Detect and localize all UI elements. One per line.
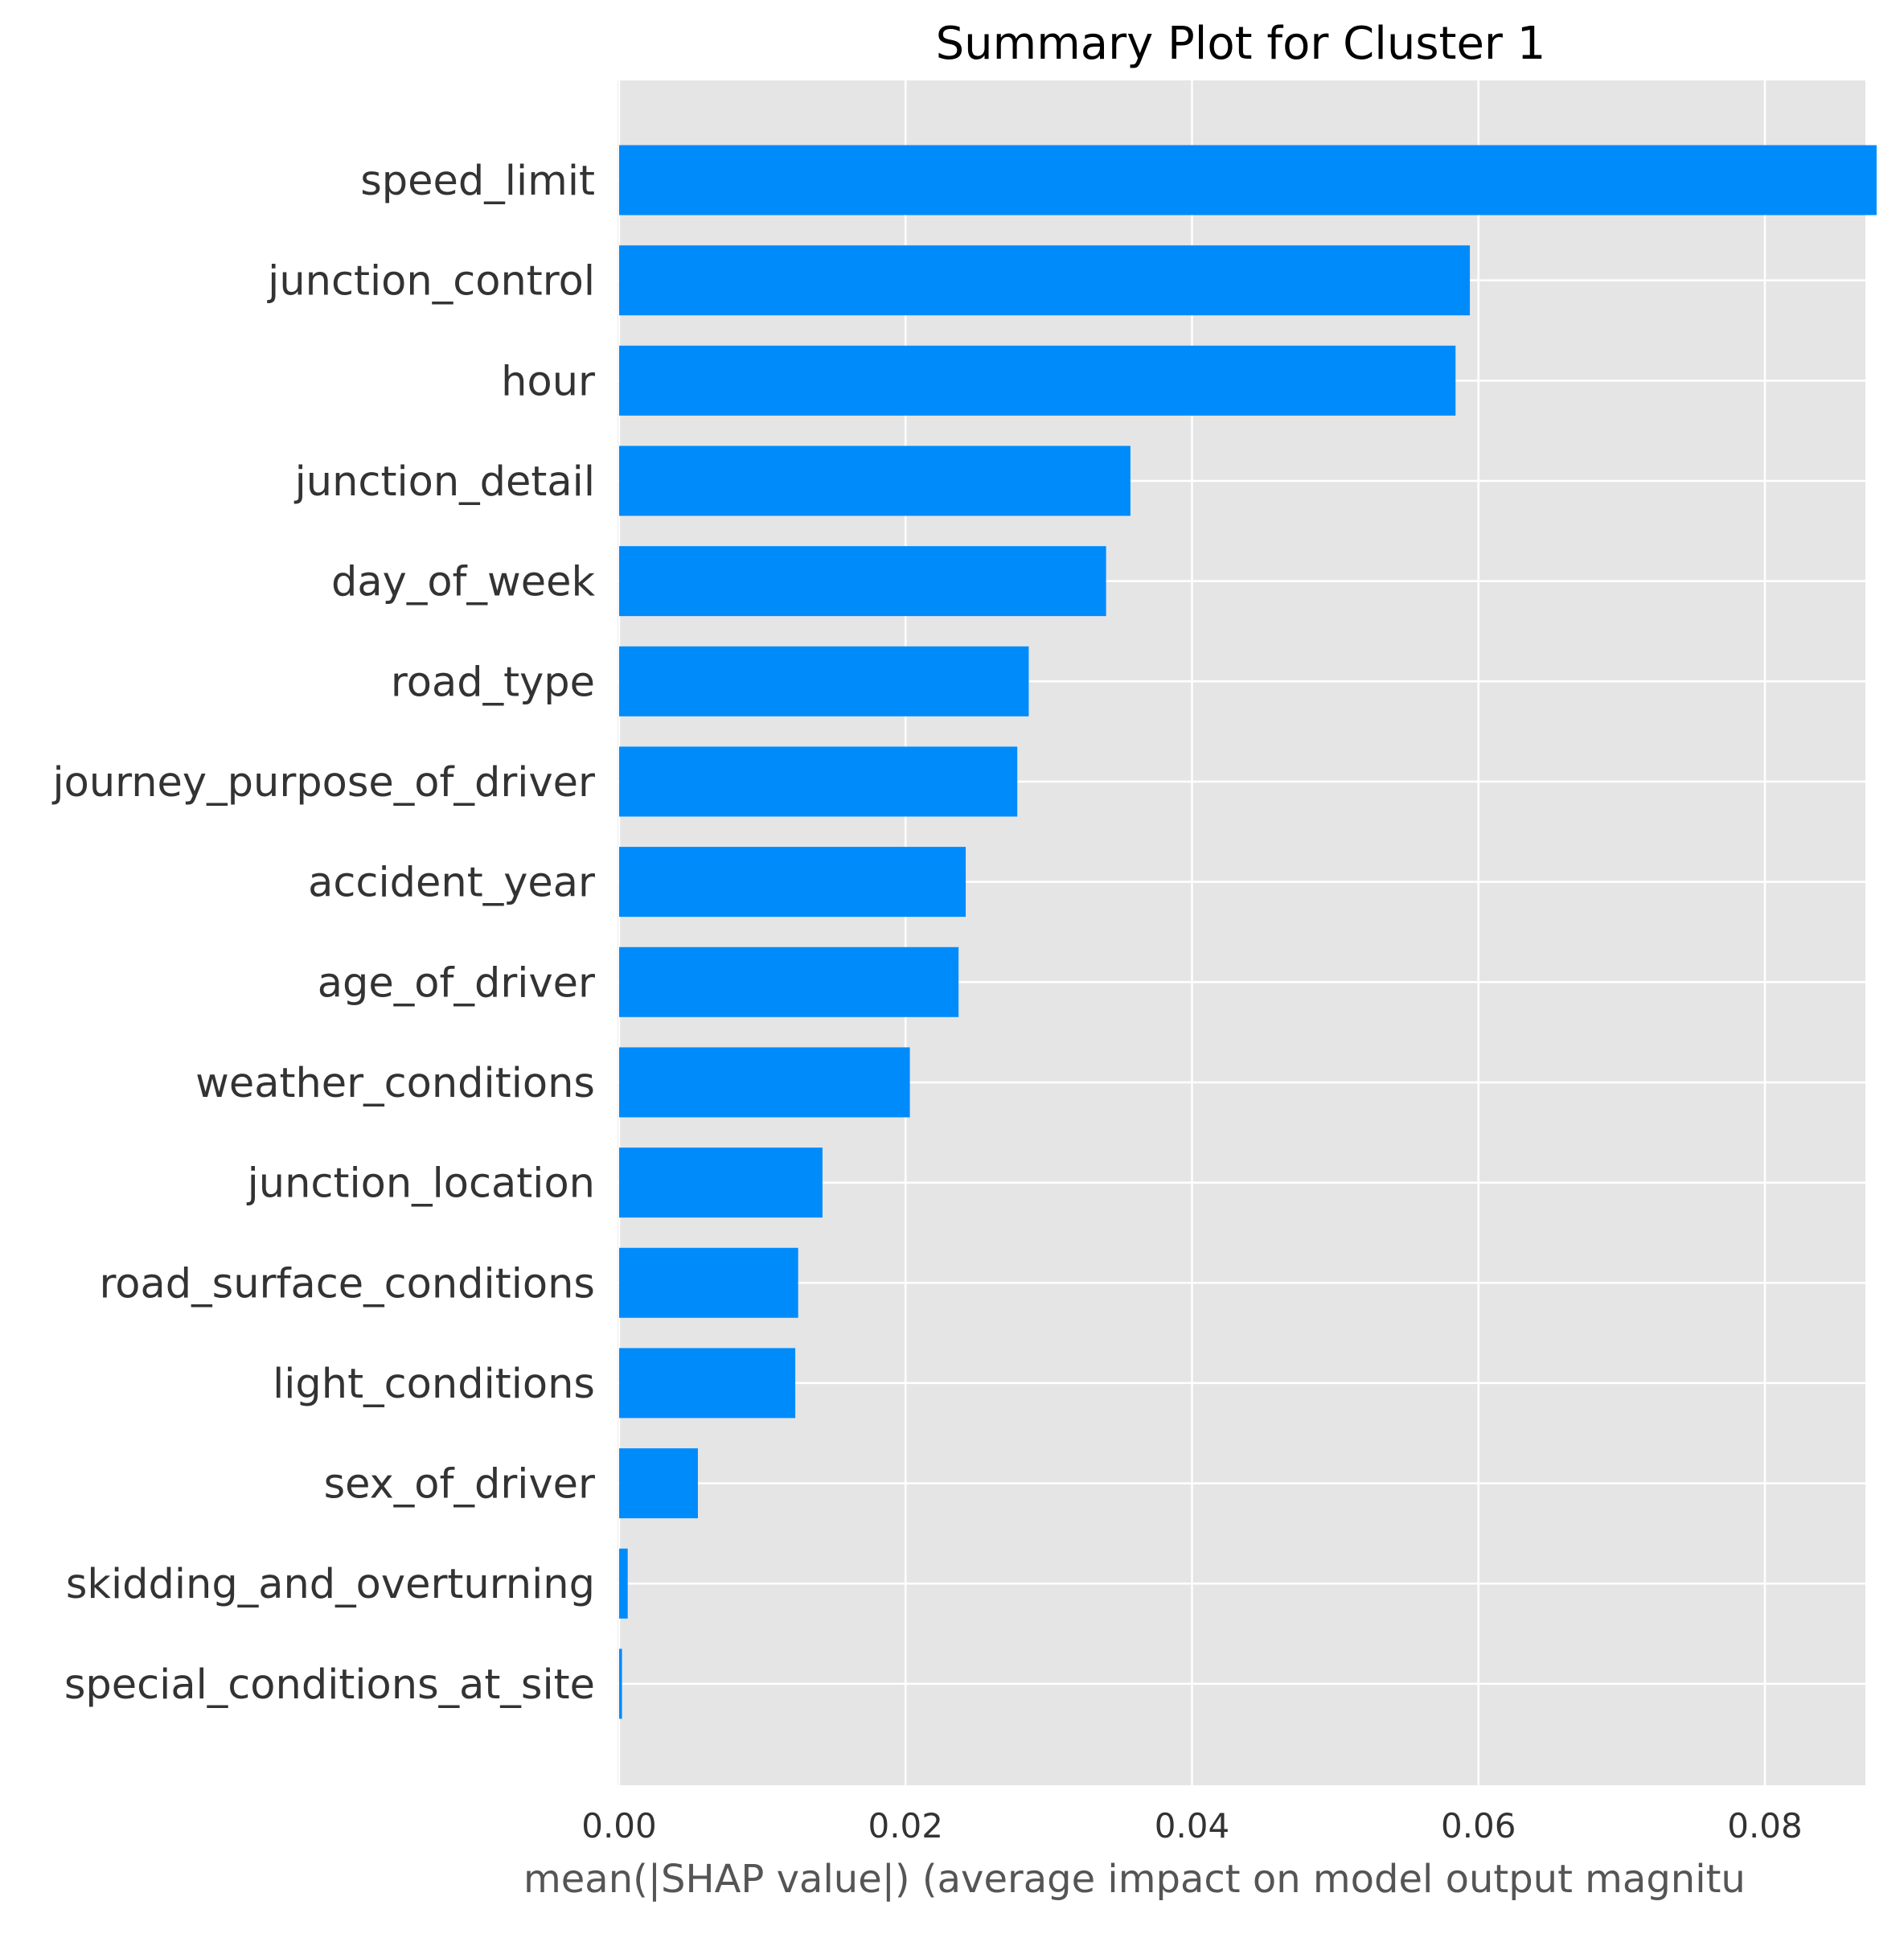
bar-road-type [619, 646, 1029, 716]
x-tick-label: 0.00 [581, 1806, 657, 1846]
bar-accident-year [619, 847, 966, 918]
bar-skidding-and-overturning [619, 1548, 628, 1619]
x-tick-label: 0.08 [1727, 1806, 1803, 1846]
bar-junction-detail [619, 445, 1130, 516]
x-tick-label: 0.02 [868, 1806, 943, 1846]
y-tick-label: junction_control [267, 258, 595, 306]
y-tick-label: hour [501, 358, 595, 405]
y-tick-label: light_conditions [273, 1361, 595, 1408]
y-tick-label: journey_purpose_of_driver [51, 759, 595, 807]
x-tick-labels: 0.00 0.02 0.04 0.06 0.08 [581, 1806, 1803, 1846]
bar-junction-control [619, 245, 1471, 316]
y-tick-label: road_surface_conditions [99, 1260, 595, 1308]
y-tick-label: age_of_driver [318, 959, 595, 1007]
y-tick-label: skidding_and_overturning [66, 1561, 595, 1608]
y-tick-label: road_type [391, 659, 595, 706]
y-tick-label: day_of_week [331, 559, 595, 606]
bar-road-surface-conditions [619, 1247, 798, 1318]
bar-light-conditions [619, 1348, 796, 1419]
bar-speed-limit [619, 145, 1877, 216]
y-tick-label: weather_conditions [195, 1060, 595, 1107]
y-tick-label: junction_location [247, 1160, 595, 1208]
plot-area-background [618, 80, 1865, 1785]
bar-sex-of-driver [619, 1448, 698, 1519]
x-tick-label: 0.04 [1155, 1806, 1230, 1846]
x-tick-label: 0.06 [1441, 1806, 1516, 1846]
bar-day-of-week [619, 546, 1106, 617]
y-tick-label: sex_of_driver [324, 1461, 595, 1509]
chart-title: Summary Plot for Cluster 1 [936, 18, 1546, 70]
y-tick-label: junction_detail [294, 458, 595, 506]
bar-junction-location [619, 1148, 823, 1218]
bar-special-conditions-at-site [619, 1649, 622, 1719]
x-axis-label: mean(|SHAP value|) (average impact on mo… [523, 1857, 1746, 1902]
y-tick-label: accident_year [308, 860, 595, 907]
y-tick-label: special_conditions_at_site [64, 1661, 595, 1709]
bar-weather-conditions [619, 1047, 910, 1118]
bar-age-of-driver [619, 946, 959, 1017]
bar-journey-purpose-of-driver [619, 746, 1018, 817]
bar-hour [619, 345, 1456, 416]
bars [619, 145, 1877, 1719]
y-tick-label: speed_limit [360, 158, 595, 205]
